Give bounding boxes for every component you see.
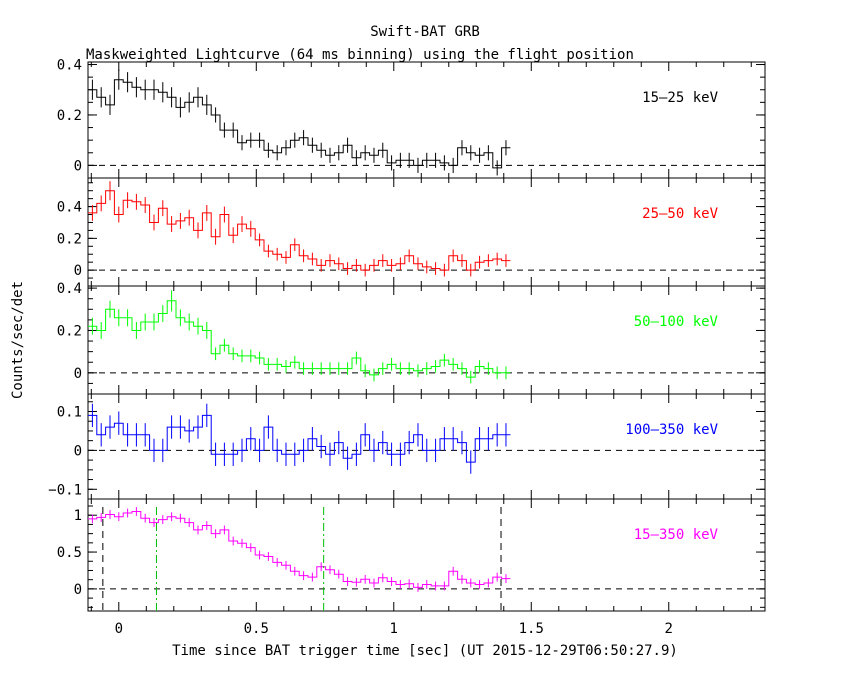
y-tick-label: −0.1 <box>48 482 82 498</box>
figure-title: Swift-BAT GRB <box>370 24 480 40</box>
band-label: 25–50 keV <box>642 206 718 222</box>
y-tick-label: 0.2 <box>57 108 82 124</box>
lightcurve-steps <box>88 300 511 378</box>
y-tick-label: 0 <box>74 263 82 279</box>
x-tick-label: 1.5 <box>519 621 544 637</box>
x-tick-label: 1 <box>390 621 398 637</box>
band-label: 15–350 keV <box>634 527 719 543</box>
x-tick-label: 2 <box>665 621 673 637</box>
panel-2: 0 0.2 0.4 25–50 keV <box>57 177 766 287</box>
y-tick-label: 1 <box>74 508 82 524</box>
band-label: 50–100 keV <box>634 314 719 330</box>
y-tick-label: 0.4 <box>57 281 82 297</box>
y-axis-label: Counts/sec/det <box>10 281 26 399</box>
panel-4: −0.1 0 0.1 100–350 keV <box>48 393 766 500</box>
lightcurve-steps <box>88 414 511 463</box>
y-tick-label: 0 <box>74 582 82 598</box>
y-tick-label: 0.4 <box>57 200 82 216</box>
y-tick-label: 0.1 <box>57 405 82 421</box>
lightcurve-steps <box>88 511 511 588</box>
x-tick-label: 0 <box>115 621 123 637</box>
x-axis-label: Time since BAT trigger time [sec] (UT 20… <box>172 643 678 659</box>
y-tick-label: 0.2 <box>57 323 82 339</box>
panels-group: 0 0.2 0.4 15–25 keV 0 0.2 0.4 25–50 keV 0 0.2 0.4 5… <box>48 58 766 637</box>
y-tick-label: 0 <box>74 366 82 382</box>
y-tick-label: 0.5 <box>57 545 82 561</box>
figure-subtitle: Maskweighted Lightcurve (64 ms binning) … <box>86 47 634 63</box>
lightcurve-steps <box>88 190 511 271</box>
panel-5: 0 0.5 1 15–350 keV <box>57 498 766 612</box>
panel-frame <box>87 498 766 612</box>
y-tick-label: 0 <box>74 158 82 174</box>
y-tick-label: 0.4 <box>57 58 82 74</box>
x-tick-label: 0.5 <box>244 621 269 637</box>
y-tick-label: 0 <box>74 443 82 459</box>
panel-frame <box>87 285 766 395</box>
y-tick-label: 0.2 <box>57 231 82 247</box>
lightcurve-steps <box>88 79 511 169</box>
panel-1: 0 0.2 0.4 15–25 keV <box>57 58 766 179</box>
panel-3: 0 0.2 0.4 50–100 keV <box>57 281 766 395</box>
band-label: 100–350 keV <box>625 422 718 438</box>
band-label: 15–25 keV <box>642 90 718 106</box>
